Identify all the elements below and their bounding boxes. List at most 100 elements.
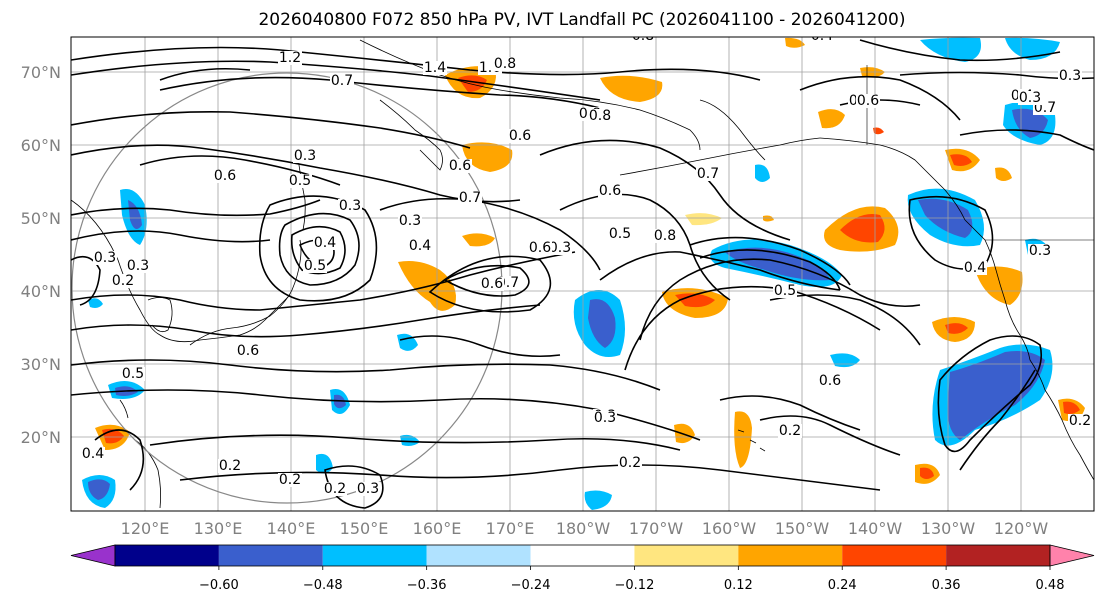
colorbar-extend-low xyxy=(70,544,116,567)
pv-contours xyxy=(71,39,1094,509)
contour-label: 0.7 xyxy=(459,190,481,206)
contour-label: 0.6 xyxy=(214,168,236,184)
contour-label-bg xyxy=(593,411,617,425)
contour-line xyxy=(428,255,552,313)
coastline-kamchatka xyxy=(379,99,443,171)
coastline-alaska-w xyxy=(699,99,766,161)
longitude-label: 120°W xyxy=(994,519,1049,538)
contour-label-bg xyxy=(818,374,842,388)
contour-label-bg xyxy=(493,57,517,71)
contour-label: 0.3 xyxy=(399,213,421,229)
pos-feature-ca xyxy=(975,266,1023,305)
pos-feature-baja-w-core xyxy=(945,323,968,334)
longitude-label: 170°E xyxy=(486,519,535,538)
contour-label-bg xyxy=(278,473,302,487)
contour-label: 0.3 xyxy=(339,198,361,214)
contour-label: 0.6 xyxy=(599,183,621,199)
latitude-label: 60°N xyxy=(21,136,61,155)
contour-label: 0.2 xyxy=(219,458,241,474)
contour-line xyxy=(278,212,360,286)
hawaii-islands xyxy=(737,429,766,452)
colorbar-tick-label: −0.24 xyxy=(511,578,551,593)
contour-line xyxy=(71,389,701,441)
contour-label: 0.5 xyxy=(609,226,631,242)
coastline-taiwan xyxy=(119,399,129,419)
pos-feature-arctic xyxy=(785,37,805,48)
colorbar-extend-high xyxy=(1049,544,1095,567)
contour-label-bg xyxy=(631,37,655,43)
neg-feature-small-12 xyxy=(400,434,420,446)
pos-feature-okhotsk xyxy=(462,142,513,172)
contour-label-bg xyxy=(810,37,834,43)
neg-feature-small-5-core xyxy=(88,479,110,500)
contour-label-bg xyxy=(278,51,302,65)
contour-label-bg xyxy=(608,227,632,241)
contour-label-bg xyxy=(323,482,347,496)
contour-label: 0.3 xyxy=(549,240,571,256)
contour-label-bg xyxy=(528,241,552,255)
contour-label: 0.2 xyxy=(1069,413,1091,429)
contour-label-bg xyxy=(856,94,880,108)
contour-label: 0.3 xyxy=(294,148,316,164)
latitude-label: 20°N xyxy=(21,428,61,447)
coastline-philippines xyxy=(134,439,162,509)
longitude-label: 170°W xyxy=(629,519,684,538)
pos-feature-small-3 xyxy=(873,127,884,135)
neg-feature-small-1 xyxy=(88,298,103,308)
contour-label-bg xyxy=(458,191,482,205)
contour-label: 0.6 xyxy=(449,158,471,174)
contour-label: 0.4 xyxy=(964,260,986,276)
contour-label: 0.3 xyxy=(357,481,379,497)
latitude-label: 40°N xyxy=(21,282,61,301)
pos-feature-alaska-s xyxy=(818,109,845,129)
contour-line xyxy=(179,464,881,491)
contour-line xyxy=(639,258,921,341)
pos-feature-ne-pacific-core xyxy=(840,214,885,243)
contour-line xyxy=(689,236,851,286)
contour-line xyxy=(399,335,561,357)
pos-feature-mid-core xyxy=(675,293,715,308)
contour-label: 0.4 xyxy=(409,238,431,254)
contour-label: 0.3 xyxy=(594,410,616,426)
contour-line xyxy=(599,251,841,291)
contour-label: 0.3 xyxy=(1019,90,1041,106)
coastline-japan xyxy=(189,239,302,346)
colorbar-tick-label: −0.36 xyxy=(407,578,447,593)
pos-feature-small-4 xyxy=(763,215,774,222)
contour-label: 0.6 xyxy=(529,240,551,256)
pos-feature-aleutian xyxy=(600,75,663,102)
contour-label-bg xyxy=(448,159,472,173)
colorbar-segment xyxy=(322,545,427,566)
contour-line xyxy=(443,264,530,297)
contour-label: 0.6 xyxy=(237,343,259,359)
latitude-label: 30°N xyxy=(21,355,61,374)
coastline-baja xyxy=(1044,389,1081,456)
contour-label: 0.5 xyxy=(774,283,796,299)
colorbar-tick-label: −0.60 xyxy=(199,578,239,593)
contour-line xyxy=(71,251,576,311)
contour-label-bg xyxy=(121,367,145,381)
neg-feature-midpacific-core xyxy=(588,299,616,348)
latitude-label: 70°N xyxy=(21,63,61,82)
contour-label-bg xyxy=(480,277,504,291)
contour-label-bg xyxy=(356,482,380,496)
contour-label-bg xyxy=(1018,91,1042,105)
colorbar-segment xyxy=(426,545,531,566)
contour-label-bg xyxy=(111,274,135,288)
graticule xyxy=(71,37,1094,511)
longitude-label: 150°E xyxy=(340,519,389,538)
contour-label: 0.6 xyxy=(857,93,879,109)
colorbar-segment xyxy=(842,545,947,566)
pos-feature-small-1 xyxy=(685,213,722,226)
longitude-label: 130°W xyxy=(921,519,976,538)
contour-label-bg xyxy=(653,229,677,243)
contour-label: 0.2 xyxy=(112,273,134,289)
coastline-aleutians xyxy=(619,137,821,176)
coastline-bc xyxy=(964,219,1006,301)
contour-label: 0.4 xyxy=(314,235,336,251)
contour-line xyxy=(959,369,1036,471)
contour-label: 0.5 xyxy=(304,258,326,274)
contour-label-bg xyxy=(338,199,362,213)
colorbar-segment xyxy=(530,545,635,566)
contour-label-bg xyxy=(963,261,987,275)
